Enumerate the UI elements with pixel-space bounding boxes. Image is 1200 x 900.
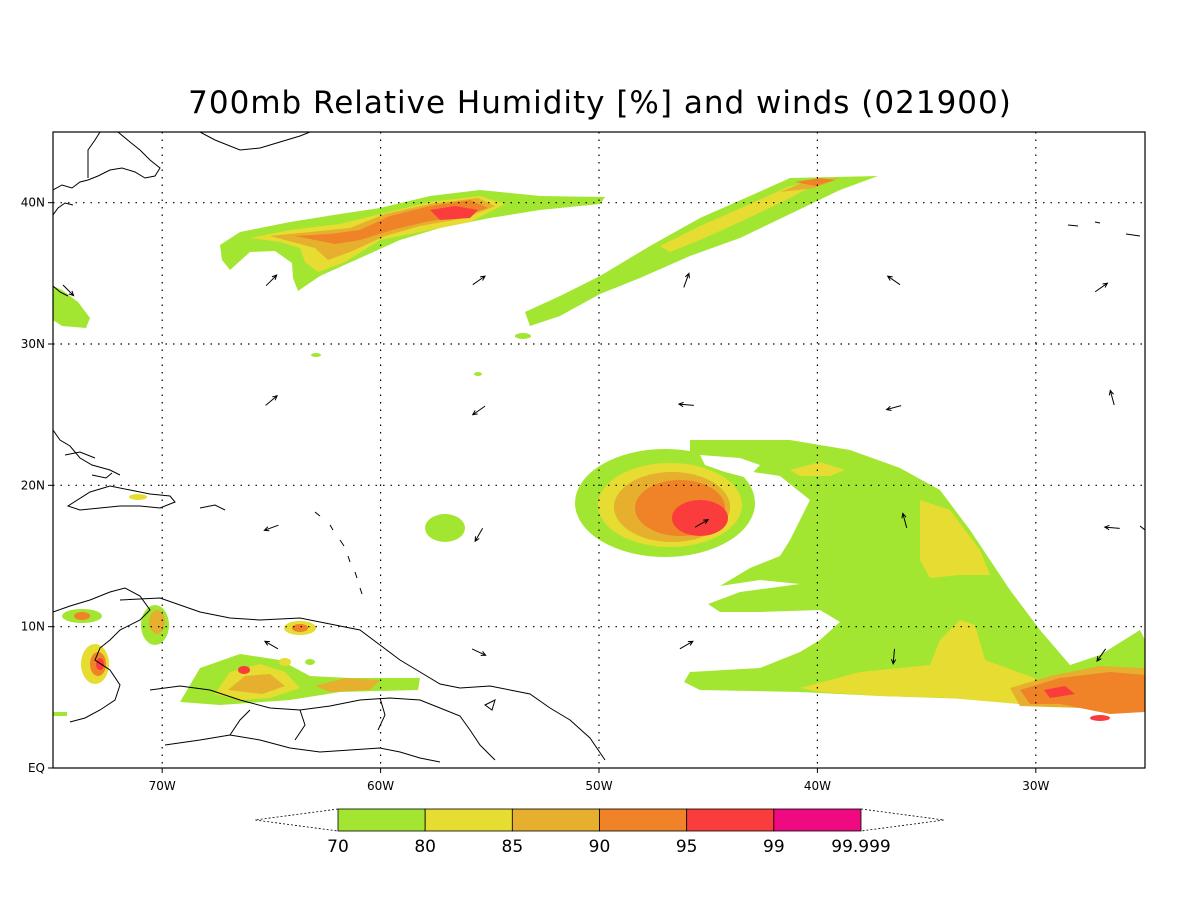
colorbar-level-label: 90 [589, 837, 611, 857]
colorbar-swatch [773, 808, 862, 832]
lat-tick-label: 10N [21, 620, 45, 634]
colorbar-right-extension [860, 808, 945, 832]
colorbar-level-label: 95 [676, 837, 698, 857]
wind-arrow [1108, 389, 1115, 406]
wind-arrow [472, 275, 486, 286]
wind-arrow [1094, 282, 1109, 293]
lon-tick-label: 70W [149, 779, 176, 793]
wind-arrow [1103, 524, 1120, 531]
wind-arrow [679, 640, 694, 650]
colorbar-left-extension [254, 808, 339, 832]
wind-arrow [694, 519, 710, 528]
wind-vectors [62, 272, 1120, 665]
colorbar-level-label: 99.999 [831, 837, 890, 857]
wind-arrow [683, 272, 690, 288]
colorbar-swatch [511, 808, 600, 832]
map-plot-area [52, 131, 1146, 769]
lon-tick-label: 40W [804, 779, 831, 793]
humidity-shading [53, 176, 1145, 721]
colorbar-legend: 70 80 85 90 95 99 99.999 [254, 808, 945, 857]
chart-title: 700mb Relative Humidity [%] and winds (0… [188, 85, 1012, 121]
colorbar-swatch [337, 808, 426, 832]
lon-tick-label: 30W [1022, 779, 1049, 793]
latitude-axis: EQ 10N 20N 30N 40N [21, 196, 53, 775]
wind-arrow [265, 274, 278, 287]
wind-arrow [263, 640, 279, 650]
wind-arrow [474, 528, 484, 543]
lat-tick-label: EQ [28, 761, 45, 775]
wind-arrow [885, 405, 902, 411]
lon-tick-label: 50W [585, 779, 612, 793]
wind-arrow [886, 275, 901, 286]
colorbar-swatch [599, 808, 688, 832]
colorbar-level-label: 80 [414, 837, 436, 857]
coastlines [53, 132, 1145, 763]
colorbar-level-label: 85 [502, 837, 524, 857]
lon-tick-label: 60W [367, 779, 394, 793]
wind-arrow [890, 648, 897, 665]
colorbar-swatch [424, 808, 513, 832]
wind-arrow [265, 394, 279, 406]
lat-tick-label: 20N [21, 478, 45, 492]
wind-arrow [263, 524, 279, 532]
humidity-region-95 [430, 206, 478, 220]
wind-arrow [471, 648, 487, 656]
lat-lon-grid [53, 132, 1145, 768]
wind-arrow [471, 405, 486, 416]
colorbar-level-label: 70 [327, 837, 349, 857]
lat-tick-label: 30N [21, 337, 45, 351]
wind-arrow [677, 401, 694, 408]
wind-arrow [901, 512, 908, 529]
wind-arrow [62, 284, 75, 297]
longitude-axis: 70W 60W 50W 40W 30W [149, 768, 1049, 793]
colorbar-swatch [686, 808, 775, 832]
colorbar-level-label: 99 [763, 837, 785, 857]
wind-arrow [1096, 648, 1107, 663]
lat-tick-label: 40N [21, 196, 45, 210]
